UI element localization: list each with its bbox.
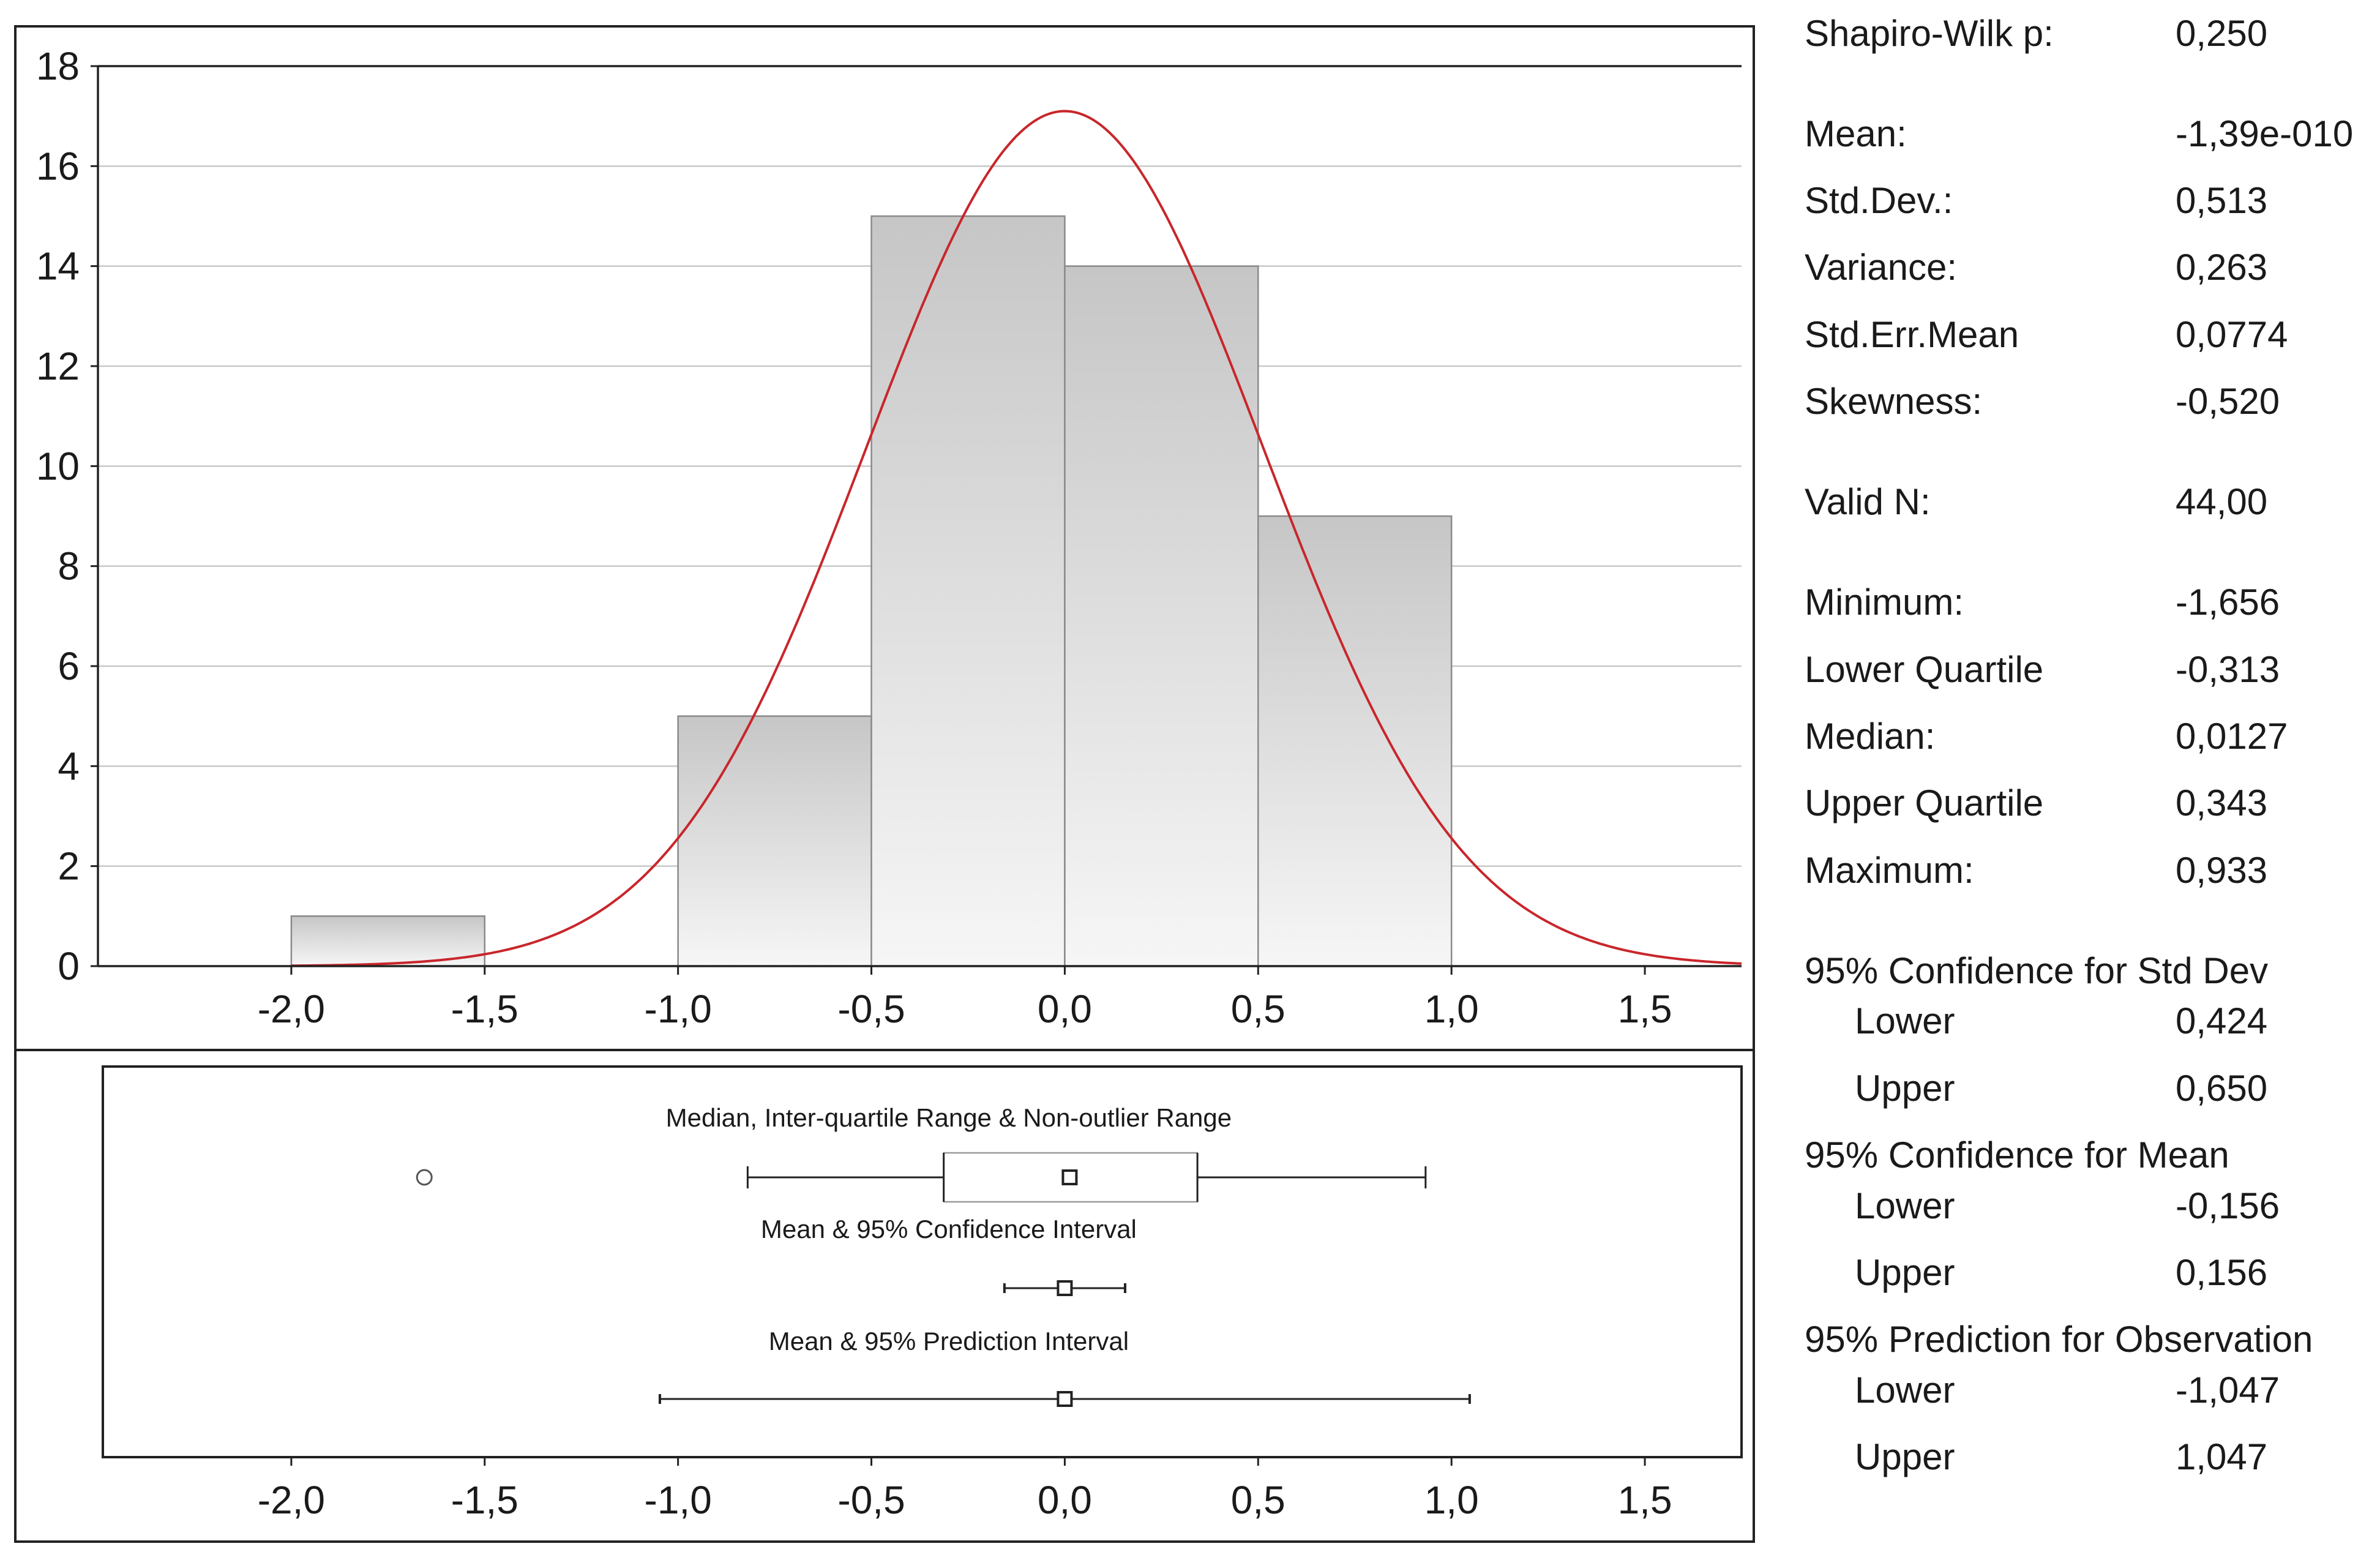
stat-label: Maximum: bbox=[1805, 850, 1974, 891]
stat-value: 0,0127 bbox=[2176, 716, 2288, 757]
stat-label: Upper bbox=[1855, 1436, 1955, 1477]
stat-value: -0,520 bbox=[2176, 381, 2280, 422]
statistics-panel: Shapiro-Wilk p: 0,250 Mean: -1,39e-010 S… bbox=[1794, 0, 2380, 1560]
stat-label: Skewness: bbox=[1805, 381, 1983, 422]
stat-value: -1,656 bbox=[2176, 582, 2280, 623]
boxplot-x-ticks: -2,0 -1,5 -1,0 -0,5 0,0 0,5 1,0 1,5 bbox=[258, 1457, 1672, 1522]
stat-label: Variance: bbox=[1805, 247, 1958, 288]
x-tick-label: 0,0 bbox=[1038, 987, 1092, 1031]
stat-value: 0,513 bbox=[2176, 180, 2268, 221]
x-tick-label: -1,0 bbox=[645, 987, 712, 1031]
stat-label: Upper Quartile bbox=[1805, 782, 2044, 823]
histogram-bar bbox=[1257, 515, 1453, 967]
stat-label: Lower bbox=[1855, 1370, 1955, 1411]
boxplot-row: Mean & 95% Prediction Interval bbox=[658, 1327, 1471, 1407]
ci-std-dev-heading: 95% Confidence for Std Dev bbox=[1805, 950, 2269, 991]
normal-curve bbox=[291, 110, 1742, 967]
histogram-bar bbox=[870, 215, 1066, 967]
boxplot-row: Mean & 95% Confidence Interval bbox=[761, 1215, 1137, 1296]
stat-label: Lower bbox=[1855, 1000, 1955, 1041]
histogram-y-ticks: 0 2 4 6 8 10 12 14 16 18 bbox=[36, 44, 98, 988]
x-tick-label: 0,5 bbox=[1231, 987, 1285, 1031]
stat-value: 0,250 bbox=[2176, 13, 2268, 54]
stat-value: 0,0774 bbox=[2176, 314, 2288, 355]
stat-label: Std.Err.Mean bbox=[1805, 314, 2019, 355]
box-x-tick-label: -1,0 bbox=[645, 1478, 712, 1522]
boxplot-row-label: Median, Inter-quartile Range & Non-outli… bbox=[666, 1103, 1232, 1132]
stat-value: -1,39e-010 bbox=[2176, 113, 2354, 154]
box-x-tick-label: 1,5 bbox=[1618, 1478, 1672, 1522]
x-tick-label: 1,0 bbox=[1424, 987, 1479, 1031]
box-x-tick-label: -0,5 bbox=[837, 1478, 905, 1522]
stat-value: 1,047 bbox=[2176, 1436, 2268, 1477]
box-x-tick-label: 0,0 bbox=[1038, 1478, 1092, 1522]
median-marker bbox=[1061, 1169, 1078, 1185]
stat-value: 0,424 bbox=[2176, 1000, 2268, 1041]
boxplot-plot-frame bbox=[102, 1065, 1743, 1458]
stat-value: -0,156 bbox=[2176, 1185, 2280, 1226]
y-tick-label: 16 bbox=[36, 144, 80, 188]
outer-frame bbox=[14, 25, 1755, 1543]
stat-label: Minimum: bbox=[1805, 582, 1964, 623]
histogram-bars bbox=[290, 215, 1453, 967]
boxplot-row-label: Mean & 95% Prediction Interval bbox=[769, 1327, 1129, 1356]
stat-label: Shapiro-Wilk p: bbox=[1805, 13, 2054, 54]
x-tick-label: -1,5 bbox=[451, 987, 518, 1031]
y-tick-label: 0 bbox=[58, 944, 80, 988]
histogram-bar bbox=[677, 715, 872, 967]
stat-value: 0,156 bbox=[2176, 1252, 2268, 1293]
box-x-tick-label: -1,5 bbox=[451, 1478, 518, 1522]
stat-label: Mean: bbox=[1805, 113, 1907, 154]
y-tick-label: 12 bbox=[36, 344, 80, 388]
stat-value: -0,313 bbox=[2176, 649, 2280, 690]
stat-value: -1,047 bbox=[2176, 1370, 2280, 1411]
normal-curve-line bbox=[291, 110, 1742, 967]
stat-label: Std.Dev.: bbox=[1805, 180, 1953, 221]
histogram-frame bbox=[14, 25, 1755, 1543]
mean-marker bbox=[1057, 1280, 1073, 1296]
stat-label: Median: bbox=[1805, 716, 1936, 757]
ci-mean-heading: 95% Confidence for Mean bbox=[1805, 1134, 2229, 1176]
x-tick-label: -0,5 bbox=[837, 987, 905, 1031]
stat-value: 0,263 bbox=[2176, 247, 2268, 288]
y-tick-label: 6 bbox=[58, 644, 80, 688]
boxplot-rows: Median, Inter-quartile Range & Non-outli… bbox=[416, 1103, 1471, 1407]
y-tick-label: 18 bbox=[36, 44, 80, 88]
histogram-x-ticks: -2,0 -1,5 -1,0 -0,5 0,0 0,5 1,0 1,5 bbox=[258, 966, 1672, 1031]
boxplot-frame bbox=[102, 1065, 1743, 1458]
y-tick-label: 2 bbox=[58, 844, 80, 888]
stat-label: Upper bbox=[1855, 1068, 1955, 1109]
stat-value: 0,343 bbox=[2176, 782, 2268, 823]
stat-label: Valid N: bbox=[1805, 481, 1931, 522]
box-x-tick-label: 1,0 bbox=[1424, 1478, 1479, 1522]
boxplot-row-label: Mean & 95% Confidence Interval bbox=[761, 1215, 1137, 1243]
histogram-bar bbox=[1064, 265, 1259, 967]
boxplot-row: Median, Inter-quartile Range & Non-outli… bbox=[416, 1103, 1427, 1203]
x-tick-label: -2,0 bbox=[258, 987, 325, 1031]
y-tick-label: 4 bbox=[58, 744, 80, 788]
x-tick-label: 1,5 bbox=[1618, 987, 1672, 1031]
box-x-tick-label: -2,0 bbox=[258, 1478, 325, 1522]
stat-label: Lower bbox=[1855, 1185, 1955, 1226]
box-x-tick-label: 0,5 bbox=[1231, 1478, 1285, 1522]
pi-obs-heading: 95% Prediction for Observation bbox=[1805, 1319, 2313, 1360]
y-tick-label: 14 bbox=[36, 244, 80, 288]
mean-marker bbox=[1057, 1391, 1073, 1407]
y-tick-label: 8 bbox=[58, 544, 80, 588]
stat-label: Upper bbox=[1855, 1252, 1955, 1293]
outlier-point bbox=[416, 1169, 433, 1186]
stat-value: 0,650 bbox=[2176, 1068, 2268, 1109]
stat-value: 0,933 bbox=[2176, 850, 2268, 891]
y-tick-label: 10 bbox=[36, 444, 80, 488]
stat-label: Lower Quartile bbox=[1805, 649, 2044, 690]
stat-value: 44,00 bbox=[2176, 481, 2268, 522]
